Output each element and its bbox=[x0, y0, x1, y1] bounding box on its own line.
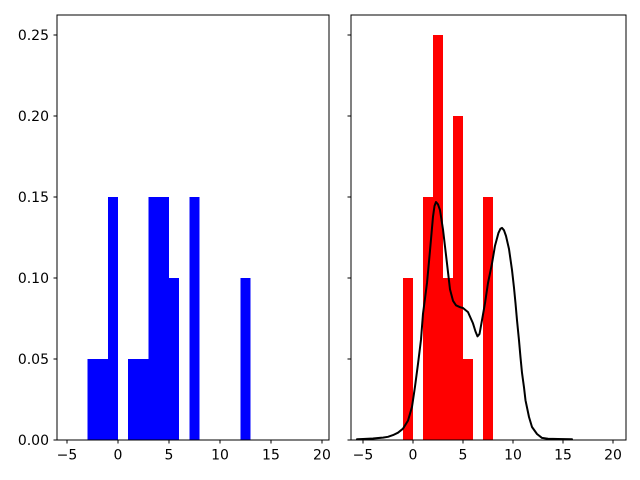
x-tick-label: 10 bbox=[211, 448, 229, 464]
histogram-bar bbox=[463, 359, 473, 440]
histogram-bar bbox=[240, 278, 251, 440]
histogram-bar bbox=[87, 359, 98, 440]
x-tick-label: 0 bbox=[114, 448, 123, 464]
histogram-bar bbox=[403, 278, 413, 440]
histogram-bar bbox=[453, 116, 463, 440]
histogram-bar bbox=[158, 197, 169, 440]
x-tick-label: 20 bbox=[604, 448, 622, 464]
x-tick-label: 5 bbox=[459, 448, 468, 464]
histogram-bar bbox=[189, 197, 200, 440]
y-tick-label: 0.00 bbox=[18, 433, 49, 449]
x-tick-label: 20 bbox=[313, 448, 331, 464]
y-tick-label: 0.15 bbox=[18, 190, 49, 206]
histogram-bar bbox=[148, 197, 159, 440]
y-tick-label: 0.05 bbox=[18, 352, 49, 368]
histogram-bar bbox=[107, 197, 118, 440]
x-tick-label: −5 bbox=[57, 448, 78, 464]
x-tick-label: 0 bbox=[409, 448, 418, 464]
y-tick-label: 0.20 bbox=[18, 109, 49, 125]
y-tick-label: 0.25 bbox=[18, 28, 49, 44]
histogram-bar bbox=[128, 359, 139, 440]
histogram-bar bbox=[443, 278, 453, 440]
histogram-bar bbox=[483, 197, 493, 440]
subplot-right-axes: −5 0 5 10 15 20 bbox=[347, 14, 627, 464]
subplot-left-axes: −5 0 5 10 15 20 0.00 0.05 0.10 0.15 0.20 0.25 bbox=[18, 14, 331, 464]
x-tick-label: 15 bbox=[262, 448, 280, 464]
histogram-bar bbox=[433, 35, 443, 441]
x-tick-label: 5 bbox=[165, 448, 174, 464]
axes-spines bbox=[56, 14, 330, 441]
histogram-bar bbox=[168, 278, 180, 440]
axes-spines bbox=[350, 14, 627, 441]
histogram-bar bbox=[138, 359, 149, 440]
histogram-bar bbox=[97, 359, 108, 440]
x-tick-label: −5 bbox=[353, 448, 374, 464]
kde-curve bbox=[356, 201, 573, 441]
x-tick-label: 15 bbox=[554, 448, 572, 464]
y-tick-label: 0.10 bbox=[18, 271, 49, 287]
x-tick-label: 10 bbox=[504, 448, 522, 464]
histogram-bar bbox=[423, 197, 433, 440]
